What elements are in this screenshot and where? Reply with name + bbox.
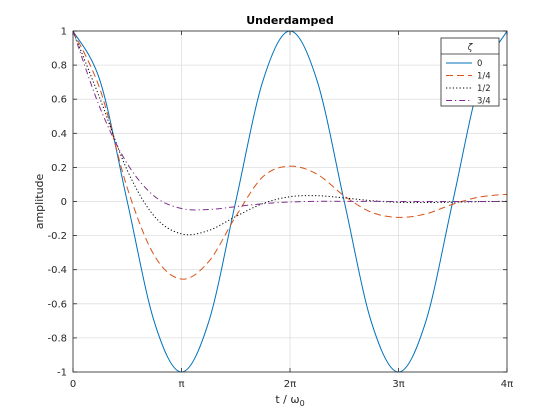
legend-label-0: 0 — [477, 59, 482, 69]
y-tick-label: -0.6 — [47, 299, 67, 310]
y-tick-label: 0.6 — [51, 95, 67, 106]
series-line-1 — [72, 30, 508, 280]
y-tick-label: -1 — [57, 368, 67, 379]
y-tick-label: 0.4 — [51, 129, 67, 140]
legend-label-2: 1/2 — [477, 84, 491, 94]
x-tick-label: 2π — [284, 379, 296, 390]
series-line-3 — [72, 30, 507, 211]
legend-label-1: 1/4 — [477, 72, 491, 82]
x-axis-label: t / ω0 — [275, 393, 304, 408]
y-tick-label: -0.2 — [47, 231, 67, 242]
x-tick-label: 4π — [501, 379, 513, 390]
legend-entries: 0 1/4 1/2 3/4 — [446, 59, 491, 107]
y-axis-label: amplitude — [33, 173, 46, 229]
y-tick-label: 1 — [61, 27, 67, 38]
legend: ζ 0 1/4 1/2 3/4 — [440, 37, 500, 107]
y-tick-label: 0.8 — [51, 61, 67, 72]
x-tick-label: π — [178, 379, 184, 390]
chart-title: Underdamped — [246, 14, 334, 27]
x-tick-label: 0 — [70, 379, 76, 390]
legend-title: ζ — [467, 43, 474, 53]
y-tick-label: 0.2 — [51, 163, 67, 174]
x-axis-label-subscript: 0 — [300, 399, 305, 408]
y-tick-label: -0.4 — [47, 265, 67, 276]
tick-labels: 0 π 2π 3π 4π 1 0.8 0.6 0.4 0.2 0 -0.2 -0.4 -0.6 -0.8 -1 — [47, 27, 513, 391]
legend-box — [440, 37, 500, 107]
y-tick-label: 0 — [61, 197, 67, 208]
legend-label-3: 3/4 — [477, 97, 491, 107]
tick-marks — [72, 30, 508, 373]
x-axis-label-main: t / ω — [275, 393, 299, 406]
x-tick-label: 3π — [392, 379, 404, 390]
y-tick-label: -0.8 — [47, 333, 67, 344]
